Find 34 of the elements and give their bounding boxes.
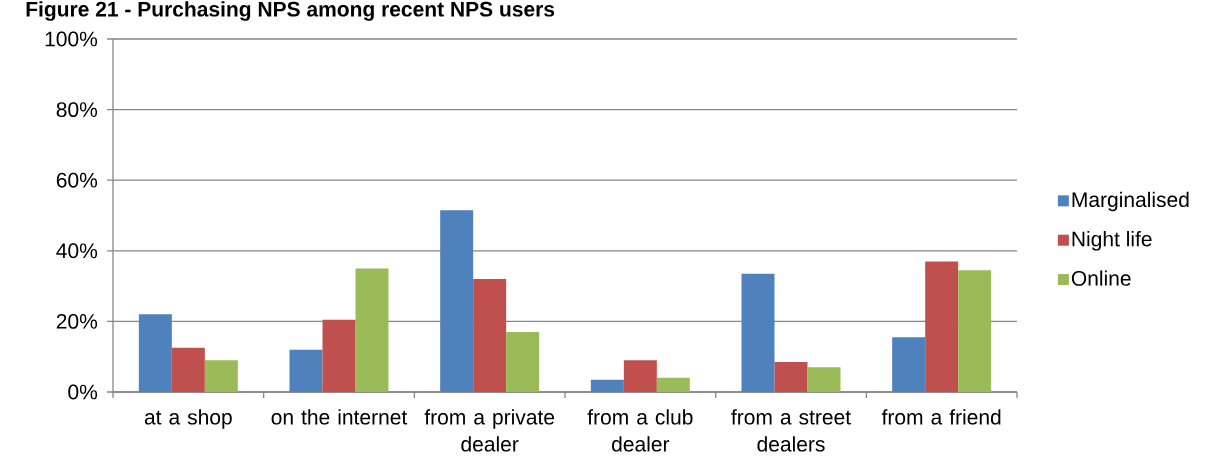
x-tick-label: from a club dealer — [587, 409, 693, 452]
bar — [138, 314, 172, 392]
y-tick-label: 100% — [45, 31, 98, 47]
y-tick-label: 20% — [56, 313, 98, 329]
bar — [506, 331, 540, 392]
bar — [204, 360, 238, 392]
bar — [925, 261, 959, 392]
legend-label: Night life — [1072, 231, 1152, 251]
bar — [774, 361, 808, 392]
bar — [289, 349, 323, 392]
x-tick-label: on the internet — [271, 409, 408, 425]
y-tick-label: 60% — [56, 172, 98, 188]
bar — [892, 337, 926, 392]
legend-label: Online — [1071, 270, 1131, 286]
y-tick-label: 40% — [56, 243, 98, 259]
bar — [355, 268, 389, 392]
bar — [322, 319, 356, 392]
bar — [171, 347, 205, 392]
bar — [807, 367, 841, 392]
x-tick-label: from a private dealer — [424, 409, 555, 452]
chart-title: Figure 21 - Purchasing NPS among recent NPS users — [26, 1, 555, 21]
bar — [440, 210, 474, 392]
y-tick-label: 0% — [68, 384, 98, 400]
bar — [473, 279, 507, 392]
bar — [741, 273, 775, 392]
bar — [590, 379, 624, 392]
x-tick-label: from a friend — [881, 409, 1001, 425]
x-tick-label: at a shop — [144, 409, 232, 429]
y-tick-label: 80% — [56, 102, 98, 118]
bar — [958, 270, 992, 392]
bar — [623, 360, 657, 392]
bar — [656, 377, 690, 392]
legend-label: Marginalised — [1072, 191, 1189, 212]
x-tick-label: from a street dealers — [731, 409, 851, 452]
